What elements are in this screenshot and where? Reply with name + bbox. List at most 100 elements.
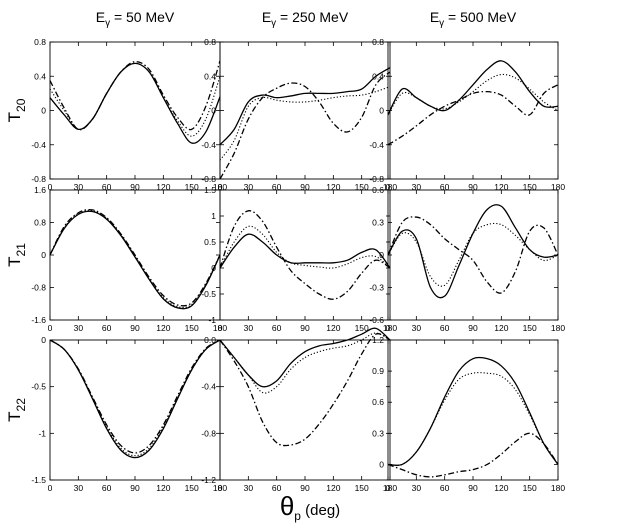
x-tick-label: 90	[300, 182, 310, 192]
x-tick-label: 150	[523, 483, 537, 493]
x-tick-label: 120	[156, 323, 170, 333]
x-tick-label: 90	[468, 182, 478, 192]
column-title-suffix: = 250 MeV	[276, 9, 349, 25]
x-tick-label: 150	[355, 483, 369, 493]
y-tick-label: -0.8	[31, 174, 46, 184]
x-tick-label: 120	[326, 323, 340, 333]
x-tick-label: 90	[130, 483, 140, 493]
x-tick-label: 120	[156, 182, 170, 192]
x-tick-label: 90	[300, 483, 310, 493]
x-tick-label: 180	[383, 483, 397, 493]
series-dash-dot	[387, 432, 559, 478]
y-tick-label: 1.6	[34, 185, 46, 195]
x-tick-label: 60	[102, 323, 112, 333]
column-title-prefix: E	[430, 9, 439, 25]
x-tick-label: 90	[468, 483, 478, 493]
x-tick-label: 30	[244, 483, 254, 493]
x-tick-label: 180	[213, 483, 227, 493]
column-title-suffix: = 500 MeV	[444, 9, 517, 25]
panels-grid: 0.80.40-0.4-0.80 30 60 90 120 150 1800.80.40-0…	[31, 37, 565, 493]
x-tick-label: 120	[494, 182, 508, 192]
y-tick-label: 1.5	[204, 185, 216, 195]
row-label-3: T22	[5, 398, 28, 422]
x-tick-label: 0	[386, 182, 391, 192]
y-tick-label: -1.6	[31, 315, 46, 325]
y-tick-label: -1.5	[31, 475, 46, 485]
panel-r1-c1: 0.80.40-0.4-0.80 30 60 90 120 150 180	[31, 37, 227, 192]
series-dash-dot	[387, 84, 559, 146]
row-label-subscript: 21	[14, 243, 28, 257]
x-tick-label: 30	[244, 323, 254, 333]
y-tick-label: -0.4	[201, 382, 216, 392]
x-tick-label: 90	[130, 182, 140, 192]
y-tick-label: -0.4	[31, 140, 46, 150]
series-dotted	[49, 209, 221, 308]
series-dotted	[49, 339, 221, 457]
x-tick-label: 120	[494, 483, 508, 493]
series-solid	[49, 339, 221, 459]
x-tick-label: 30	[74, 182, 84, 192]
x-tick-label: 180	[213, 323, 227, 333]
x-tick-label: 60	[272, 323, 282, 333]
series-solid	[49, 62, 221, 144]
y-tick-label: -0.8	[201, 174, 216, 184]
y-tick-label: 0.9	[372, 366, 384, 376]
row-label-base: T	[5, 411, 24, 421]
series-solid	[387, 204, 559, 299]
y-tick-label: -0.4	[369, 140, 384, 150]
row-label-1: T20	[5, 98, 28, 122]
column-title-prefix: E	[96, 9, 105, 25]
y-tick-label: 0.8	[204, 37, 216, 47]
panel-frame	[219, 189, 391, 321]
series-solid	[219, 67, 391, 146]
x-tick-label: 90	[130, 323, 140, 333]
x-tick-label: 150	[185, 182, 199, 192]
y-tick-label: -0.8	[31, 283, 46, 293]
y-tick-label: 0.0	[204, 335, 216, 345]
y-tick-label: 0	[379, 250, 384, 260]
y-tick-label: 0.8	[372, 37, 384, 47]
panel-r1-c2: 0.80.40-0.4-0.80 30 60 90 120 150 180	[201, 37, 397, 192]
panel-r3-c2: 0.0-0.4-0.8-1.20 30 60 90 120 150 180	[201, 327, 397, 493]
y-tick-label: 0	[41, 250, 46, 260]
x-tick-label: 180	[383, 182, 397, 192]
x-axis-subscript: p	[294, 509, 301, 523]
x-tick-label: 0	[218, 182, 223, 192]
y-tick-label: 0.3	[372, 218, 384, 228]
x-tick-label: 60	[102, 483, 112, 493]
column-titles: Eγ = 50 MeV Eγ = 250 MeV Eγ = 500 MeV	[96, 9, 517, 29]
y-tick-label: -1	[208, 315, 216, 325]
x-tick-label: 150	[355, 323, 369, 333]
x-tick-label: 60	[272, 483, 282, 493]
column-title-subscript: γ	[105, 18, 110, 29]
panel-r2-c3: 0.60.30-0.3-0.60 30 60 90 120 150 180	[369, 185, 565, 333]
series-dotted	[219, 332, 391, 394]
y-tick-label: 0.4	[372, 71, 384, 81]
x-tick-label: 120	[326, 182, 340, 192]
x-tick-label: 60	[440, 483, 450, 493]
panel-r2-c2: 1.510.50-0.5-10 30 60 90 120 150 180	[201, 185, 397, 333]
x-tick-label: 90	[468, 323, 478, 333]
y-tick-label: 0	[211, 263, 216, 273]
series-dash-dot	[219, 71, 391, 180]
y-tick-label: 0.4	[204, 71, 216, 81]
series-dash-dot	[219, 333, 391, 447]
row-label-2: T21	[5, 243, 28, 267]
row-label-subscript: 20	[14, 98, 28, 112]
panel-frame	[387, 41, 559, 180]
x-tick-label: 180	[213, 182, 227, 192]
x-tick-label: 0	[386, 323, 391, 333]
x-tick-label: 60	[440, 323, 450, 333]
column-title-2: Eγ = 250 MeV	[262, 9, 349, 29]
x-tick-label: 180	[383, 323, 397, 333]
x-tick-label: 30	[244, 182, 254, 192]
series-solid	[49, 210, 221, 310]
x-tick-label: 30	[74, 483, 84, 493]
series-solid	[219, 327, 391, 388]
series-dash-dot	[49, 339, 221, 454]
y-tick-label: 0.5	[204, 237, 216, 247]
x-tick-label: 30	[74, 323, 84, 333]
column-title-prefix: E	[262, 9, 271, 25]
x-tick-label: 60	[272, 182, 282, 192]
x-tick-label: 120	[494, 323, 508, 333]
